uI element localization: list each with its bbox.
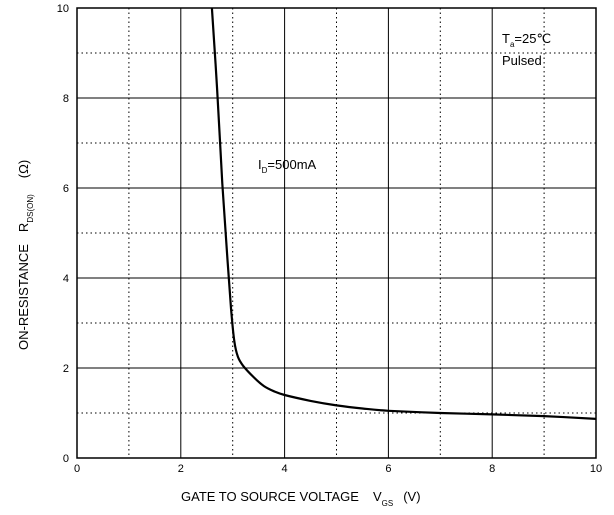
x-tick-label: 8 bbox=[489, 463, 495, 475]
temperature-annotation: Ta=25℃ bbox=[502, 31, 551, 49]
x-tick-label: 6 bbox=[385, 463, 391, 475]
y-tick-label: 4 bbox=[63, 273, 69, 285]
x-tick-label: 10 bbox=[590, 463, 602, 475]
y-tick-label: 2 bbox=[63, 363, 69, 375]
x-tick-label: 0 bbox=[74, 463, 80, 475]
x-tick-label: 2 bbox=[178, 463, 184, 475]
pulsed-annotation: Pulsed bbox=[502, 53, 542, 68]
grid bbox=[77, 8, 596, 458]
y-tick-label: 8 bbox=[63, 93, 69, 105]
y-tick-label: 6 bbox=[63, 183, 69, 195]
drain-current-annotation: ID=500mA bbox=[258, 157, 317, 175]
plot-frame bbox=[76, 7, 597, 459]
y-axis-label: ON-RESISTANCERDS(ON)(Ω) bbox=[16, 160, 35, 350]
series-layer bbox=[210, 7, 597, 420]
tick-labels: 0 2 4 6 8 10 0 2 4 6 8 10 bbox=[57, 3, 602, 475]
x-axis-label: GATE TO SOURCE VOLTAGE VGS (V) bbox=[181, 489, 421, 508]
y-tick-label: 10 bbox=[57, 3, 69, 15]
x-tick-label: 4 bbox=[282, 463, 288, 475]
series-line bbox=[210, 7, 597, 420]
y-tick-label: 0 bbox=[63, 453, 69, 465]
